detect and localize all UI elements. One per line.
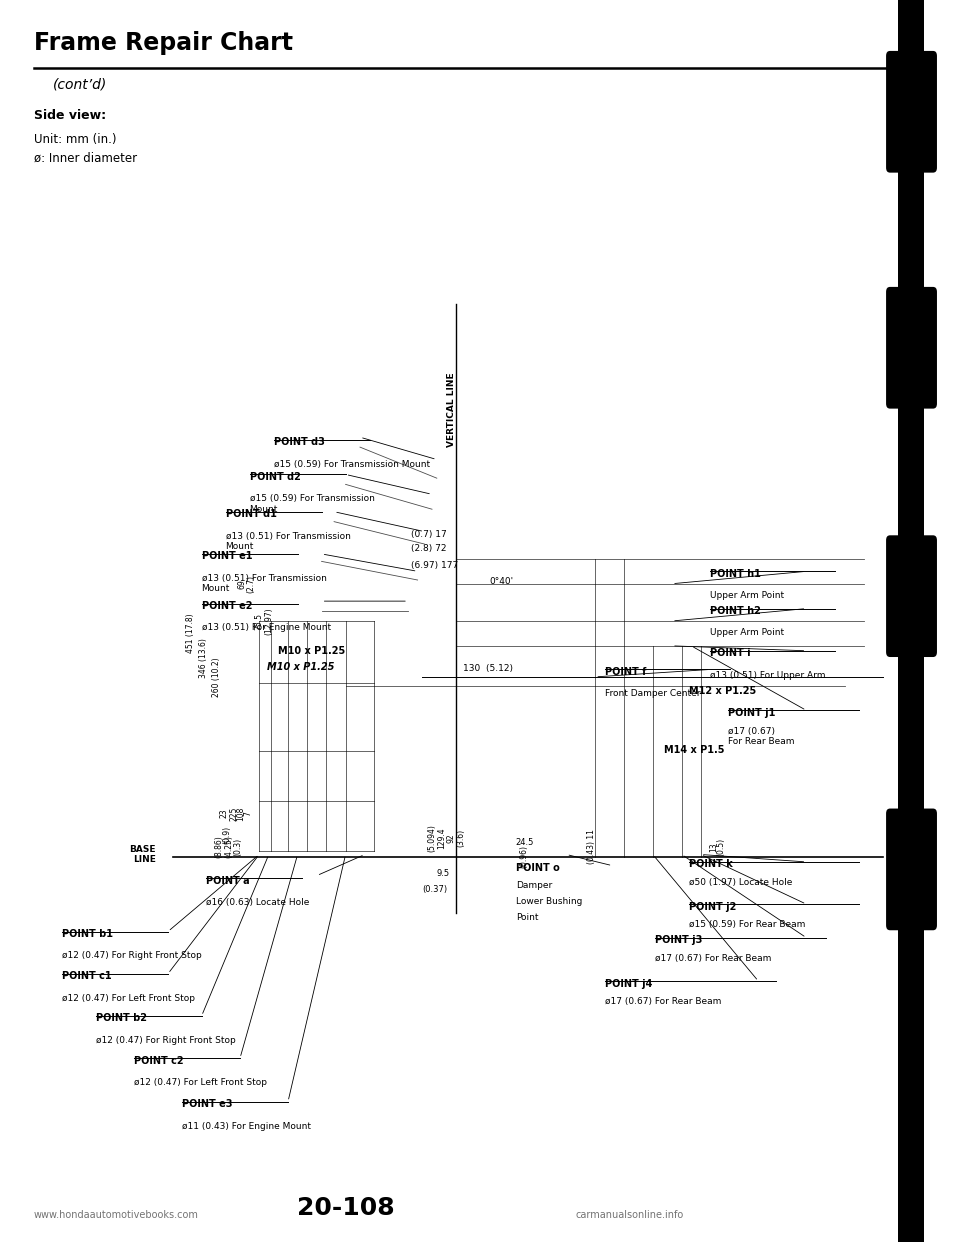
Text: POINT e2: POINT e2 bbox=[202, 601, 252, 611]
Text: ø12 (0.47) For Left Front Stop: ø12 (0.47) For Left Front Stop bbox=[62, 994, 196, 1002]
Text: 130  (5.12): 130 (5.12) bbox=[463, 663, 513, 673]
Text: POINT j1: POINT j1 bbox=[728, 708, 775, 718]
Text: POINT b1: POINT b1 bbox=[62, 929, 113, 939]
Text: Upper Arm Point: Upper Arm Point bbox=[710, 628, 784, 637]
Text: POINT e3: POINT e3 bbox=[182, 1099, 233, 1109]
Text: POINT k: POINT k bbox=[689, 859, 733, 869]
Text: ø50 (1.97) Locate Hole: ø50 (1.97) Locate Hole bbox=[689, 878, 793, 887]
Text: ø11 (0.43) For Engine Mount: ø11 (0.43) For Engine Mount bbox=[182, 1122, 311, 1130]
Text: (0.9): (0.9) bbox=[222, 826, 231, 843]
Text: (2.8) 72: (2.8) 72 bbox=[411, 544, 446, 554]
Text: M10 x P1.25: M10 x P1.25 bbox=[278, 646, 346, 656]
Text: (5.094): (5.094) bbox=[427, 825, 437, 852]
Text: (8.86): (8.86) bbox=[214, 836, 224, 858]
Text: POINT d1: POINT d1 bbox=[226, 509, 276, 519]
Text: POINT j4: POINT j4 bbox=[605, 979, 652, 989]
Text: Side view:: Side view: bbox=[34, 109, 106, 122]
Text: 346 (13.6): 346 (13.6) bbox=[199, 638, 208, 678]
Text: (3.6): (3.6) bbox=[456, 830, 466, 847]
Text: 75.5: 75.5 bbox=[254, 612, 264, 630]
Text: 225: 225 bbox=[229, 806, 239, 821]
Text: www.hondaautomotivebooks.com: www.hondaautomotivebooks.com bbox=[34, 1210, 199, 1220]
Text: 9.5: 9.5 bbox=[437, 868, 450, 878]
Text: Unit: mm (in.): Unit: mm (in.) bbox=[34, 133, 116, 145]
Text: (0.96): (0.96) bbox=[519, 846, 529, 868]
Text: ø13 (0.51) For Engine Mount: ø13 (0.51) For Engine Mount bbox=[202, 623, 331, 632]
Text: (0.7) 17: (0.7) 17 bbox=[411, 529, 446, 539]
Text: POINT h2: POINT h2 bbox=[710, 606, 761, 616]
Text: 108: 108 bbox=[236, 806, 246, 821]
Text: ø: Inner diameter: ø: Inner diameter bbox=[34, 152, 136, 164]
Bar bbox=[898, 0, 924, 1242]
Text: BASE
LINE: BASE LINE bbox=[129, 845, 156, 864]
Text: ø12 (0.47) For Right Front Stop: ø12 (0.47) For Right Front Stop bbox=[62, 951, 203, 960]
Text: POINT d3: POINT d3 bbox=[274, 437, 324, 447]
Text: ø13 (0.51) For Transmission
Mount: ø13 (0.51) For Transmission Mount bbox=[202, 574, 326, 594]
Text: 23: 23 bbox=[219, 809, 228, 818]
Text: POINT j2: POINT j2 bbox=[689, 902, 736, 912]
Text: 13: 13 bbox=[708, 842, 718, 852]
Text: POINT o: POINT o bbox=[516, 863, 561, 873]
Text: Point: Point bbox=[516, 913, 539, 922]
Text: ø17 (0.67)
For Rear Beam: ø17 (0.67) For Rear Beam bbox=[728, 727, 794, 746]
Text: 92: 92 bbox=[446, 833, 456, 843]
Text: ø15 (0.59) For Transmission
Mount: ø15 (0.59) For Transmission Mount bbox=[250, 494, 374, 514]
Text: (cont’d): (cont’d) bbox=[53, 77, 108, 91]
Text: (2.7): (2.7) bbox=[246, 575, 255, 592]
Text: (0.5): (0.5) bbox=[716, 838, 726, 856]
Text: 24.5: 24.5 bbox=[515, 837, 534, 847]
Text: ø17 (0.67) For Rear Beam: ø17 (0.67) For Rear Beam bbox=[605, 997, 721, 1006]
Text: 0°40': 0°40' bbox=[490, 576, 514, 586]
Text: (6.97) 177: (6.97) 177 bbox=[411, 560, 458, 570]
Text: ø12 (0.47) For Right Front Stop: ø12 (0.47) For Right Front Stop bbox=[96, 1036, 236, 1045]
Text: M12 x P1.25: M12 x P1.25 bbox=[689, 686, 756, 696]
Text: ø16 (0.63) Locate Hole: ø16 (0.63) Locate Hole bbox=[206, 898, 310, 907]
Text: (0.3): (0.3) bbox=[233, 838, 243, 856]
Text: POINT a: POINT a bbox=[206, 876, 250, 886]
Text: ø17 (0.67) For Rear Beam: ø17 (0.67) For Rear Beam bbox=[655, 954, 771, 963]
FancyBboxPatch shape bbox=[886, 535, 937, 657]
Text: POINT h1: POINT h1 bbox=[710, 569, 761, 579]
Text: Front Damper Center: Front Damper Center bbox=[605, 689, 700, 698]
Text: 69: 69 bbox=[237, 579, 247, 589]
Text: 129.4: 129.4 bbox=[437, 827, 446, 850]
Text: ø15 (0.59) For Rear Beam: ø15 (0.59) For Rear Beam bbox=[689, 920, 805, 929]
Text: POINT i: POINT i bbox=[710, 648, 751, 658]
FancyBboxPatch shape bbox=[886, 287, 937, 409]
Text: M14 x P1.5: M14 x P1.5 bbox=[664, 745, 725, 755]
Text: M10 x P1.25: M10 x P1.25 bbox=[267, 662, 334, 672]
Text: POINT c2: POINT c2 bbox=[134, 1056, 184, 1066]
Text: POINT e1: POINT e1 bbox=[202, 551, 252, 561]
FancyBboxPatch shape bbox=[886, 809, 937, 930]
Text: POINT d2: POINT d2 bbox=[250, 472, 300, 482]
Text: ø12 (0.47) For Left Front Stop: ø12 (0.47) For Left Front Stop bbox=[134, 1078, 268, 1087]
Text: ø15 (0.59) For Transmission Mount: ø15 (0.59) For Transmission Mount bbox=[274, 460, 430, 468]
Text: carmanualsonline.info: carmanualsonline.info bbox=[576, 1210, 684, 1220]
Text: (0.37): (0.37) bbox=[422, 884, 447, 894]
Text: (4.25): (4.25) bbox=[224, 836, 233, 858]
Text: ø13 (0.51) For Upper Arm: ø13 (0.51) For Upper Arm bbox=[710, 671, 826, 679]
Text: 20-108: 20-108 bbox=[297, 1196, 395, 1220]
Text: Lower Bushing: Lower Bushing bbox=[516, 897, 583, 905]
FancyBboxPatch shape bbox=[886, 51, 937, 173]
Text: (0.43) 11: (0.43) 11 bbox=[587, 830, 596, 864]
Text: POINT f: POINT f bbox=[605, 667, 646, 677]
Text: (12.97): (12.97) bbox=[264, 607, 274, 635]
Text: Upper Arm Point: Upper Arm Point bbox=[710, 591, 784, 600]
Text: 7: 7 bbox=[243, 811, 252, 816]
Text: POINT c1: POINT c1 bbox=[62, 971, 112, 981]
Text: ø13 (0.51) For Transmission
Mount: ø13 (0.51) For Transmission Mount bbox=[226, 532, 350, 551]
Text: VERTICAL LINE: VERTICAL LINE bbox=[446, 373, 456, 447]
Text: POINT j3: POINT j3 bbox=[655, 935, 702, 945]
Text: Damper: Damper bbox=[516, 881, 553, 889]
Text: POINT b2: POINT b2 bbox=[96, 1013, 147, 1023]
Text: Frame Repair Chart: Frame Repair Chart bbox=[34, 31, 293, 55]
Text: 451 (17.8): 451 (17.8) bbox=[185, 614, 195, 653]
Text: 260 (10.2): 260 (10.2) bbox=[211, 657, 221, 697]
